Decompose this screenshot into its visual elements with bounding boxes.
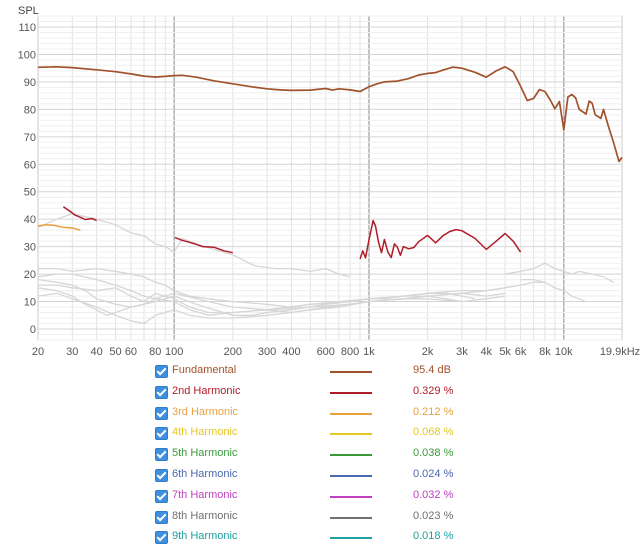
x-tick-label: 1k [363,346,375,358]
background-trace [38,284,506,314]
legend-value: 0.018 % [413,530,454,543]
legend-swatch [330,412,372,415]
legend-series-name: 6th Harmonic [172,468,238,480]
legend-swatch [330,391,372,394]
legend-series-name: 2nd Harmonic [172,384,241,397]
x-tick-label: 5k [499,346,511,358]
x-tick-label: 300 [258,346,276,358]
series-line-2nd-harmonic [174,236,233,254]
background-trace [504,262,614,283]
y-tick-label: 0 [30,324,36,336]
y-tick-label: 40 [24,214,36,226]
y-tick-labels: 0 10 20 30 40 50 60 70 80 90 100 110 [18,22,36,336]
series-line-fundamental [37,65,623,163]
series-line-2nd-harmonic [359,219,522,260]
x-tick-label: 6k [515,346,527,358]
legend-series-name: 9th Harmonic [172,530,238,543]
legend-swatch [330,454,372,457]
legend-swatch [330,433,372,436]
legend-value: 0.068 % [413,426,454,439]
legend-series-name: Fundamental [172,364,237,376]
legend-value: 0.032 % [413,488,454,501]
legend-checkbox[interactable] [155,489,168,503]
x-tick-label: 19.9kHz [600,346,640,358]
y-axis-title: SPL [18,5,39,17]
y-tick-label: 100 [18,49,36,61]
legend-checkbox[interactable] [155,448,168,462]
x-tick-label: 60 [125,346,137,358]
x-tick-label: 800 [341,346,359,358]
x-tick-label: 3k [456,346,468,358]
series-line-3rd-harmonic [37,223,81,231]
background-trace [37,213,351,278]
legend-checkbox[interactable] [155,406,168,420]
x-tick-labels: 20 30 40 50 60 80 100 200 300 400 600 800 1k 2k 3k 4k 5k… [32,346,640,358]
y-tick-label: 30 [24,242,36,254]
x-tick-label: 80 [149,346,161,358]
x-tick-label: 400 [282,346,300,358]
legend-row[interactable]: Fundamental 95.4 dB [155,363,475,381]
y-tick-label: 10 [24,297,36,309]
background-trace [37,273,463,316]
legend-checkbox[interactable] [155,510,168,524]
y-tick-label: 70 [24,132,36,144]
grid [38,15,622,341]
legend-swatch [330,371,372,373]
legend-checkbox[interactable] [155,365,168,378]
x-tick-label: 200 [224,346,242,358]
legend-checkbox[interactable] [155,385,168,399]
legend-value: 0.329 % [413,384,454,397]
legend-row[interactable]: 6th Harmonic 0.024 % [155,467,475,485]
legend-checkbox[interactable] [155,469,168,482]
legend-swatch [330,475,372,477]
x-tick-label: 100 [165,346,183,358]
y-tick-label: 20 [24,269,36,281]
legend-value: 0.212 % [413,405,454,418]
legend-series-name: 8th Harmonic [172,509,238,522]
x-tick-label: 2k [422,346,434,358]
legend-checkbox[interactable] [155,427,168,441]
legend-series-name: 4th Harmonic [172,426,238,439]
x-tick-label: 10k [555,346,573,358]
y-tick-label: 90 [24,77,36,89]
series-line-2nd-harmonic [62,206,97,222]
legend-value: 0.023 % [413,509,454,522]
legend-row[interactable]: 7th Harmonic 0.032 % [155,488,475,506]
legend-series-name: 3rd Harmonic [172,405,239,418]
legend-row[interactable]: 2nd Harmonic 0.329 % [155,384,475,402]
y-tick-label: 50 [24,187,36,199]
legend-swatch [330,537,372,540]
x-tick-label: 4k [480,346,492,358]
x-tick-label: 20 [32,346,44,358]
x-tick-label: 600 [317,346,335,358]
x-tick-label: 40 [91,346,103,358]
harmonic-background-traces [37,213,614,325]
y-tick-label: 80 [24,104,36,116]
y-tick-label: 110 [18,22,36,34]
legend-value: 95.4 dB [413,364,451,376]
series-lines [37,65,623,260]
legend-swatch [330,516,372,519]
background-trace [520,278,587,303]
legend-value: 0.024 % [413,468,454,480]
legend-value: 0.038 % [413,447,454,460]
legend-checkbox[interactable] [155,531,168,545]
legend-row[interactable]: 3rd Harmonic 0.212 % [155,405,475,423]
x-tick-label: 30 [66,346,78,358]
legend-row[interactable]: 5th Harmonic 0.038 % [155,446,475,464]
legend-row[interactable]: 8th Harmonic 0.023 % [155,509,475,527]
x-tick-label: 8k [539,346,551,358]
legend-series-name: 5th Harmonic [172,447,238,460]
legend-swatch [330,495,372,498]
plot-area [37,15,623,341]
legend-series-name: 7th Harmonic [172,488,238,501]
legend-row[interactable]: 4th Harmonic 0.068 % [155,425,475,443]
background-trace [37,287,506,325]
legend-row[interactable]: 9th Harmonic 0.018 % [155,529,475,547]
x-tick-label: 50 [109,346,121,358]
y-tick-label: 60 [24,159,36,171]
